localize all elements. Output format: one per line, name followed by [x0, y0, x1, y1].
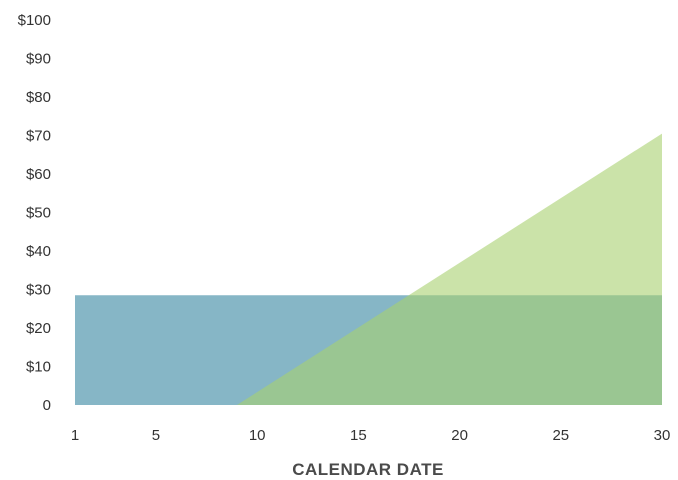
y-tick-label: $40 — [26, 243, 51, 260]
y-tick-label: 0 — [43, 397, 51, 414]
y-tick-label: $50 — [26, 205, 51, 222]
x-tick-label: 5 — [152, 427, 160, 444]
y-tick-label: $90 — [26, 51, 51, 68]
x-tick-label: 20 — [451, 427, 468, 444]
y-tick-label: $100 — [18, 12, 51, 29]
x-tick-label: 15 — [350, 427, 367, 444]
x-tick-label: 25 — [552, 427, 569, 444]
x-axis-ticks: 1 5 10 15 20 25 30 — [71, 427, 671, 444]
y-tick-label: $60 — [26, 166, 51, 183]
y-axis-ticks: 0 $10 $20 $30 $40 $50 $60 $70 $80 $90 $100 — [18, 12, 51, 414]
y-tick-label: $20 — [26, 320, 51, 337]
x-tick-label: 10 — [249, 427, 266, 444]
series-area-2 — [236, 133, 662, 405]
x-tick-label: 30 — [654, 427, 671, 444]
y-tick-label: $80 — [26, 89, 51, 106]
y-tick-label: $70 — [26, 128, 51, 145]
area-layer — [75, 133, 662, 405]
x-axis-title: CALENDAR DATE — [292, 460, 444, 479]
y-tick-label: $30 — [26, 282, 51, 299]
x-tick-label: 1 — [71, 427, 79, 444]
y-tick-label: $10 — [26, 359, 51, 376]
